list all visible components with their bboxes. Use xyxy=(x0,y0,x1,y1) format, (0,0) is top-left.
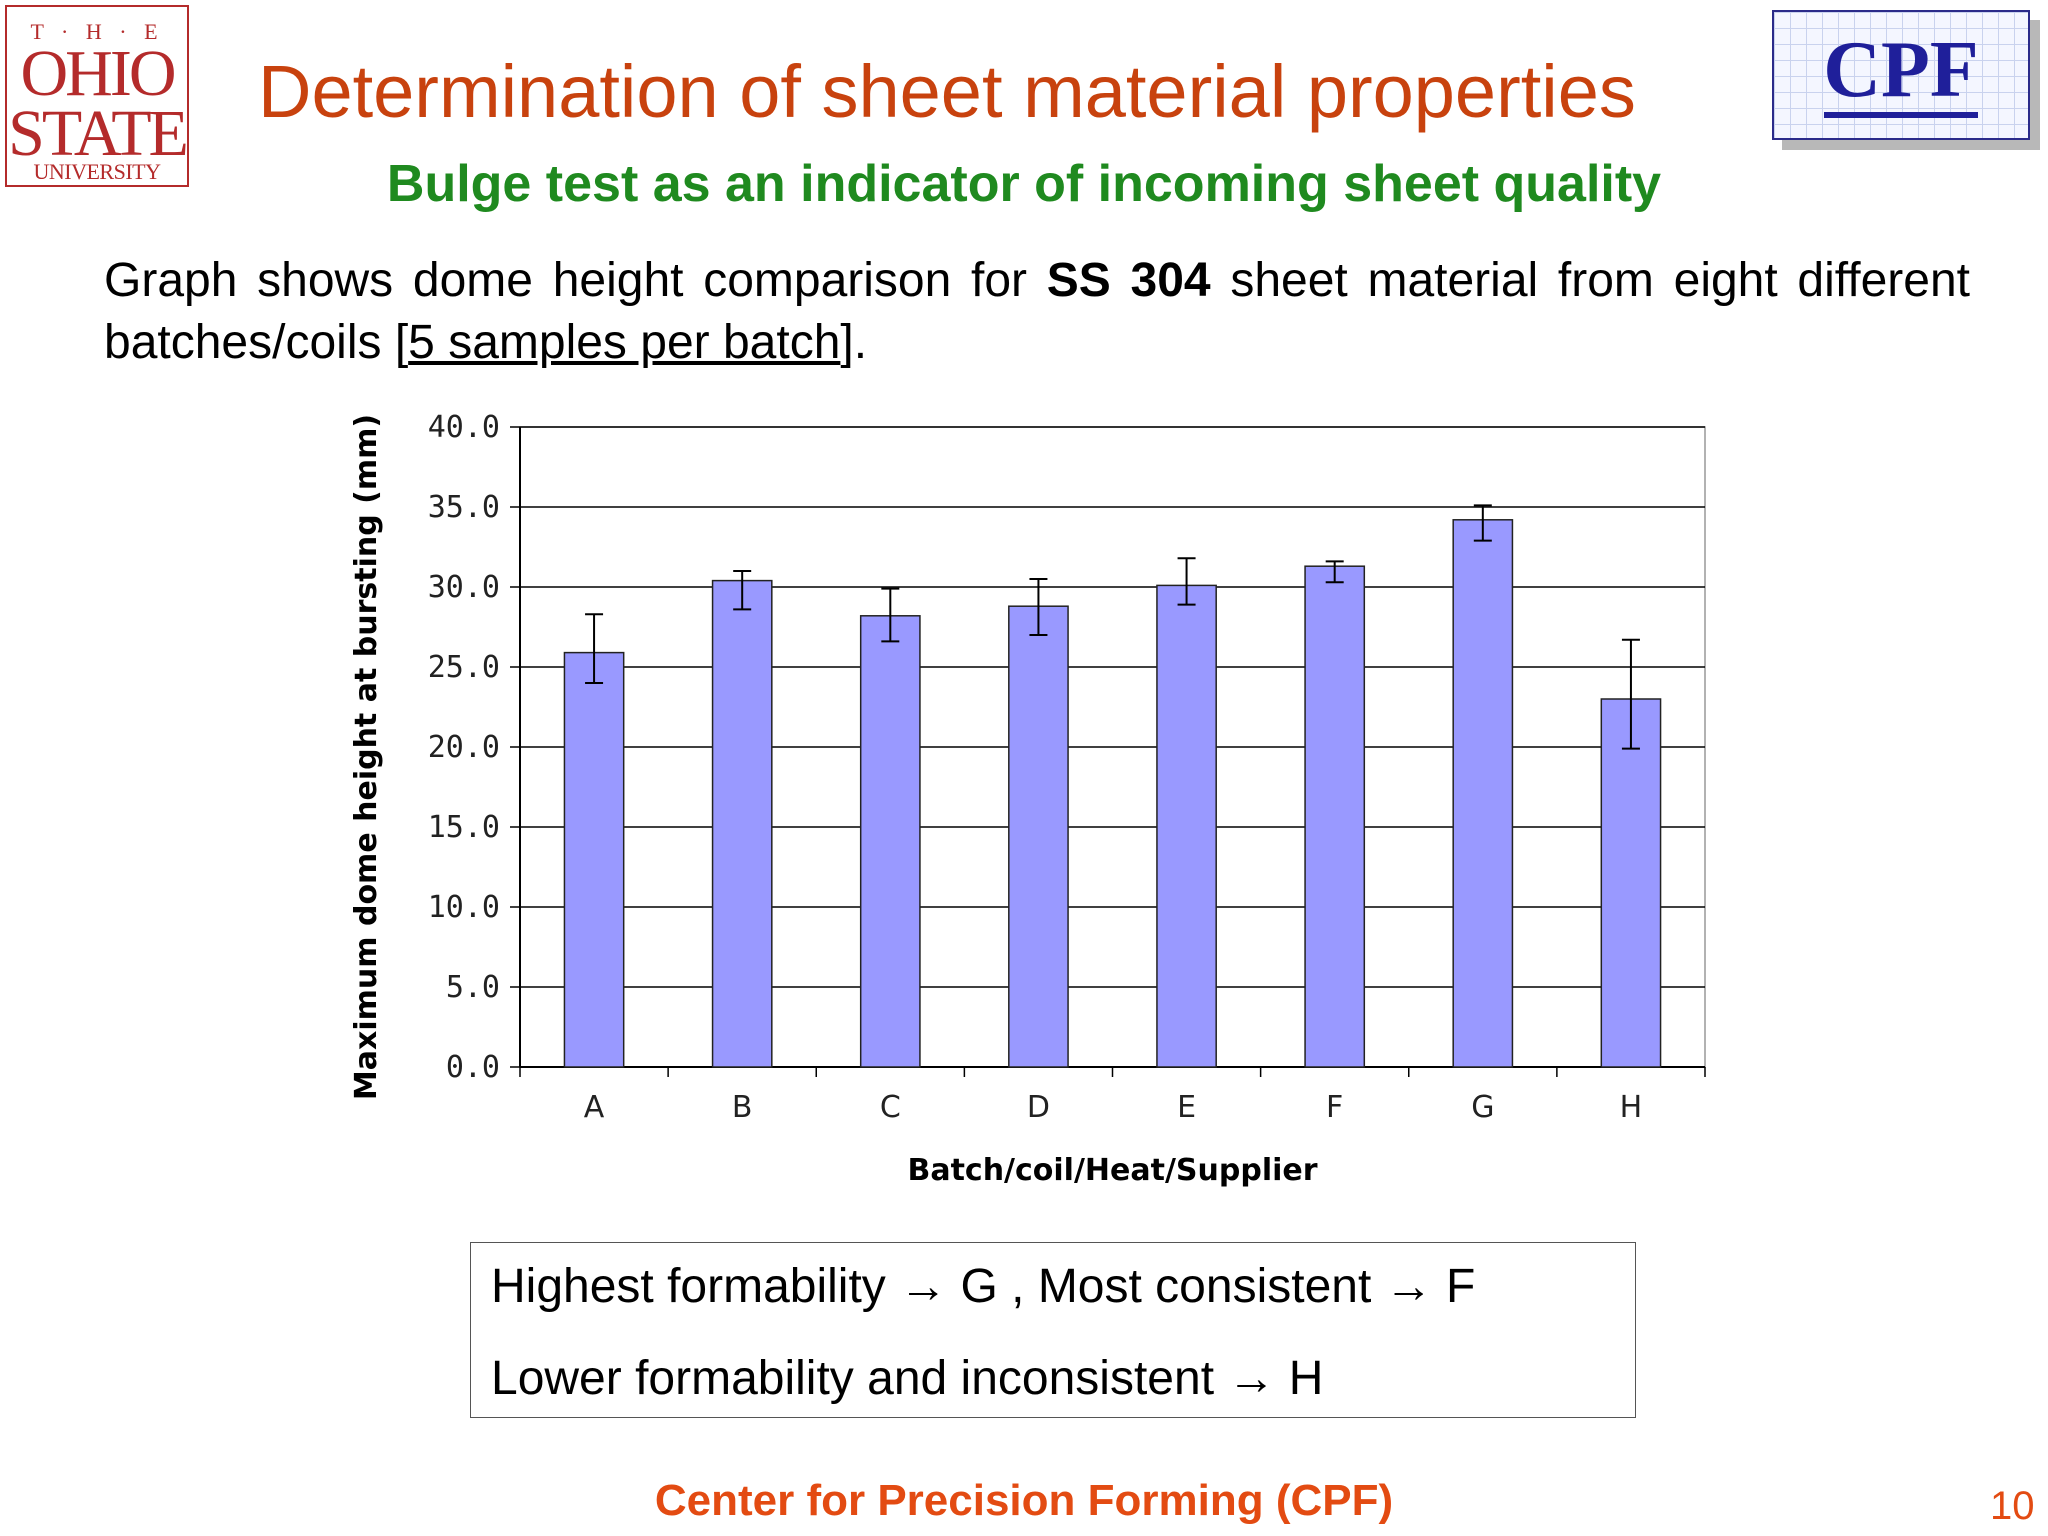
footer-text: Center for Precision Forming (CPF) xyxy=(654,1476,1394,1525)
osu-logo-university: UNIVERSITY xyxy=(33,159,162,184)
bar-d xyxy=(1008,605,1069,1068)
description-text: Graph shows dome height comparison for S… xyxy=(104,250,1970,374)
y-tick-label: 15.0 xyxy=(428,810,500,845)
y-tick-label: 0.0 xyxy=(446,1050,500,1085)
osu-logo-ohio: OHIO xyxy=(20,37,177,110)
x-tick-label: G xyxy=(1471,1090,1494,1125)
x-tick-label: B xyxy=(732,1090,753,1125)
x-tick-label: C xyxy=(880,1090,901,1125)
description-samples: 5 samples per batch xyxy=(408,316,841,369)
x-axis-title: Batch/coil/Heat/Supplier xyxy=(907,1153,1317,1188)
bar-b xyxy=(711,579,773,1068)
bar-h xyxy=(1600,698,1662,1068)
osu-logo-the: T · H · E xyxy=(30,19,164,44)
x-tick-label: E xyxy=(1177,1090,1196,1125)
bar-a xyxy=(563,651,625,1068)
description-material: SS 304 xyxy=(1046,254,1211,307)
y-tick-label: 10.0 xyxy=(428,890,500,925)
cpf-logo: CPF xyxy=(1772,10,2030,140)
x-tick-label: F xyxy=(1326,1090,1343,1125)
y-axis-title: Maximum dome height at bursting (mm) xyxy=(349,414,384,1100)
y-tick-label: 35.0 xyxy=(428,490,500,525)
conclusion-line-2: Lower formability and inconsistent → H xyxy=(491,1352,1324,1405)
cpf-logo-underline xyxy=(1824,112,1978,118)
bar-e xyxy=(1156,584,1217,1068)
osu-logo-state: STATE xyxy=(8,97,189,170)
slide-title: Determination of sheet material properti… xyxy=(258,50,1636,133)
y-tick-label: 5.0 xyxy=(446,970,500,1005)
conclusion-line-1: Highest formability → G , Most consisten… xyxy=(491,1260,1476,1313)
description-part1: Graph shows dome height comparison for xyxy=(104,254,1047,307)
description-part2: sheet material from eight different batc… xyxy=(104,254,1971,369)
cpf-logo-text: CPF xyxy=(1823,26,1979,114)
page-number: 10 xyxy=(1990,1484,2035,1528)
slide-subtitle: Bulge test as an indicator of incoming s… xyxy=(386,155,1662,213)
y-tick-label: 30.0 xyxy=(428,570,500,605)
description-part3: ]. xyxy=(840,316,868,369)
bar-g xyxy=(1452,519,1514,1068)
bar-f xyxy=(1304,565,1366,1068)
bar-c xyxy=(859,615,921,1068)
osu-logo: T · H · E OHIO STATE UNIVERSITY xyxy=(5,5,189,187)
x-tick-label: H xyxy=(1620,1090,1643,1125)
y-tick-label: 25.0 xyxy=(428,650,500,685)
x-tick-label: A xyxy=(584,1090,605,1125)
conclusion-box: Highest formability → G , Most consisten… xyxy=(470,1242,1636,1418)
x-tick-label: D xyxy=(1027,1090,1050,1125)
y-tick-label: 20.0 xyxy=(428,730,500,765)
dome-height-chart: 0.0 5.0 10.0 15.0 20.0 25.0 30.0 35.0 40.0 A B C D E F… xyxy=(349,410,1706,1188)
y-tick-label: 40.0 xyxy=(428,410,500,445)
